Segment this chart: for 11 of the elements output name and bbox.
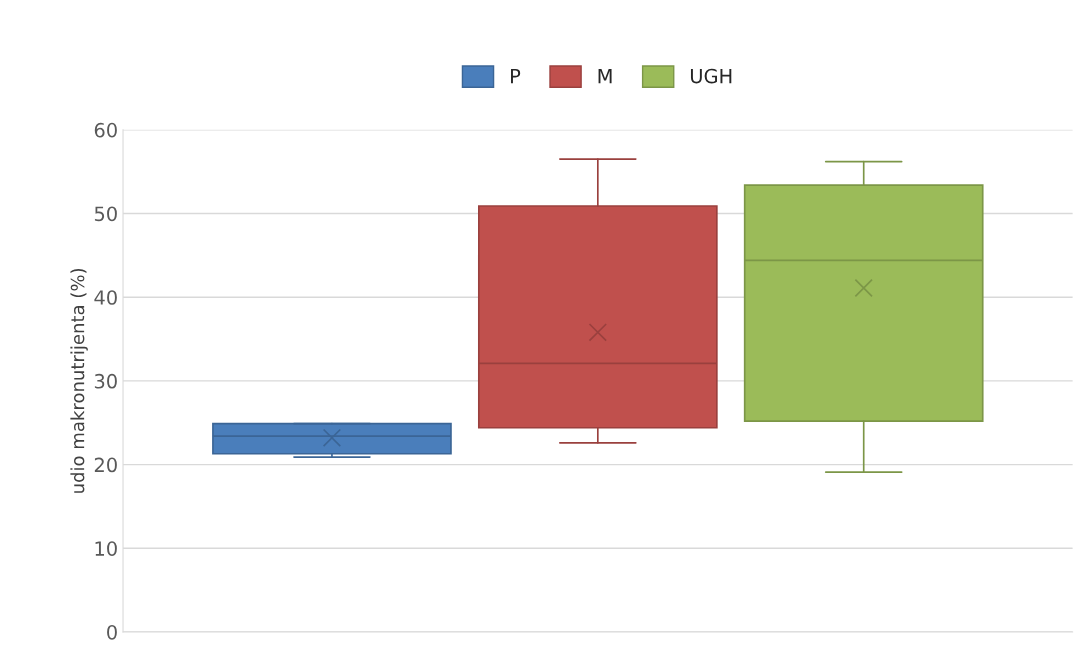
legend-label: P xyxy=(511,68,521,84)
y-tick-label: 60 xyxy=(94,122,117,138)
y-tick-label: 40 xyxy=(94,290,117,305)
y-tick-label: 0 xyxy=(107,624,117,640)
y-tick-label: 20 xyxy=(94,457,117,473)
y-tick-label: 10 xyxy=(95,541,117,556)
y-tick-label: 50 xyxy=(94,206,117,222)
y-axis-title: udio makronutrijenta (%) xyxy=(70,268,88,493)
legend-label: M xyxy=(598,68,612,84)
y-tick-label: 30 xyxy=(94,373,117,389)
legend-label: UGH xyxy=(690,68,732,84)
